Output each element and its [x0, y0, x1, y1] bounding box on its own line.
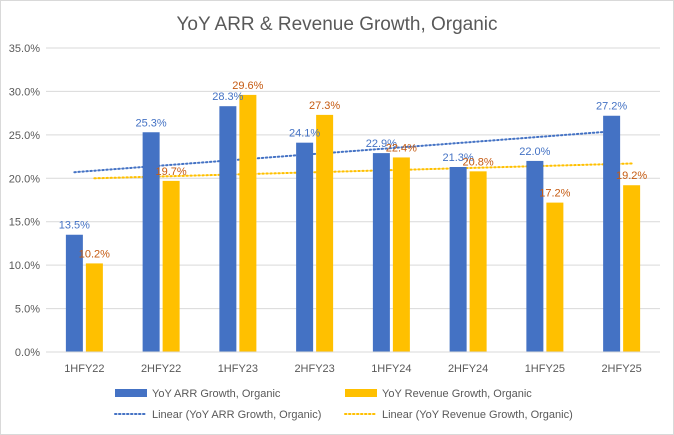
x-tick-label: 1HFY22 — [64, 363, 104, 375]
data-label-revenue: 10.2% — [79, 248, 110, 260]
trendline-arr — [73, 130, 613, 174]
y-tick-label: 15.0% — [9, 217, 40, 229]
data-label-arr: 27.2% — [596, 101, 627, 113]
y-tick-label: 0.0% — [15, 347, 40, 359]
data-label-revenue: 17.2% — [539, 188, 570, 200]
y-tick-label: 30.0% — [9, 86, 40, 98]
bar-arr — [65, 234, 83, 352]
bar-revenue — [623, 185, 641, 352]
x-tick-label: 2HFY24 — [448, 363, 488, 375]
bar-revenue — [239, 94, 257, 352]
legend-arr-label: YoY ARR Growth, Organic — [152, 388, 281, 400]
bar-arr — [372, 153, 390, 352]
legend-arr-swatch — [115, 389, 147, 397]
bar-arr — [449, 166, 467, 352]
y-tick-label: 5.0% — [15, 304, 40, 316]
bar-revenue — [316, 114, 334, 352]
axes: 0.0% 5.0% 10.0% 15.0% 20.0% 25.0% 30.0% 35.0% 1H… — [9, 43, 660, 375]
legend-revenue-label: YoY Revenue Growth, Organic — [382, 388, 532, 400]
legend-trend-arr-label: Linear (YoY ARR Growth, Organic) — [152, 409, 321, 421]
data-label-arr: 21.3% — [443, 152, 474, 164]
legend-revenue-swatch — [345, 389, 377, 397]
chart-title: YoY ARR & Revenue Growth, Organic — [176, 14, 498, 35]
x-tick-label: 2HFY22 — [141, 363, 181, 375]
data-label-revenue: 19.7% — [156, 166, 187, 178]
x-tick-label: 1HFY23 — [218, 363, 258, 375]
bar-revenue — [392, 157, 410, 352]
y-tick-label: 35.0% — [9, 43, 40, 55]
bar-revenue — [469, 171, 487, 352]
gridlines — [46, 47, 660, 353]
y-tick-label: 10.0% — [9, 260, 40, 272]
data-label-revenue: 29.6% — [232, 80, 263, 92]
x-tick-label: 2HFY25 — [601, 363, 641, 375]
bar-arr — [603, 115, 621, 353]
data-label-arr: 28.3% — [212, 91, 243, 103]
data-labels: 13.5% 10.2% 25.3% 19.7% 28.3%29.6% 24.1% 27.3%… — [59, 80, 648, 261]
data-label-revenue: 27.3% — [309, 100, 340, 112]
bars — [65, 94, 641, 353]
y-tick-label: 25.0% — [9, 130, 40, 142]
bar-revenue — [85, 263, 103, 352]
bar-revenue — [546, 202, 564, 352]
bar-arr — [142, 132, 160, 352]
x-tick-label: 1HFY24 — [371, 363, 411, 375]
x-tick-label: 2HFY23 — [294, 363, 334, 375]
bar-arr — [296, 142, 314, 352]
data-label-arr: 22.9% — [366, 138, 397, 150]
bar-revenue — [162, 180, 180, 352]
x-tick-label: 1HFY25 — [525, 363, 565, 375]
data-label-arr: 22.0% — [519, 146, 550, 158]
data-label-arr: 25.3% — [136, 117, 167, 129]
legend-trend-revenue-label: Linear (YoY Revenue Growth, Organic) — [382, 409, 573, 421]
data-label-revenue: 19.2% — [616, 170, 647, 182]
data-label-revenue: 20.8% — [463, 156, 494, 168]
bar-arr — [526, 160, 544, 352]
data-label-arr: 24.1% — [289, 128, 320, 140]
data-label-revenue: 22.4% — [386, 142, 417, 154]
y-tick-label: 20.0% — [9, 173, 40, 185]
legend: YoY ARR Growth, Organic YoY Revenue Growt… — [114, 388, 573, 421]
data-label-arr: 13.5% — [59, 220, 90, 232]
bar-arr — [219, 106, 237, 353]
